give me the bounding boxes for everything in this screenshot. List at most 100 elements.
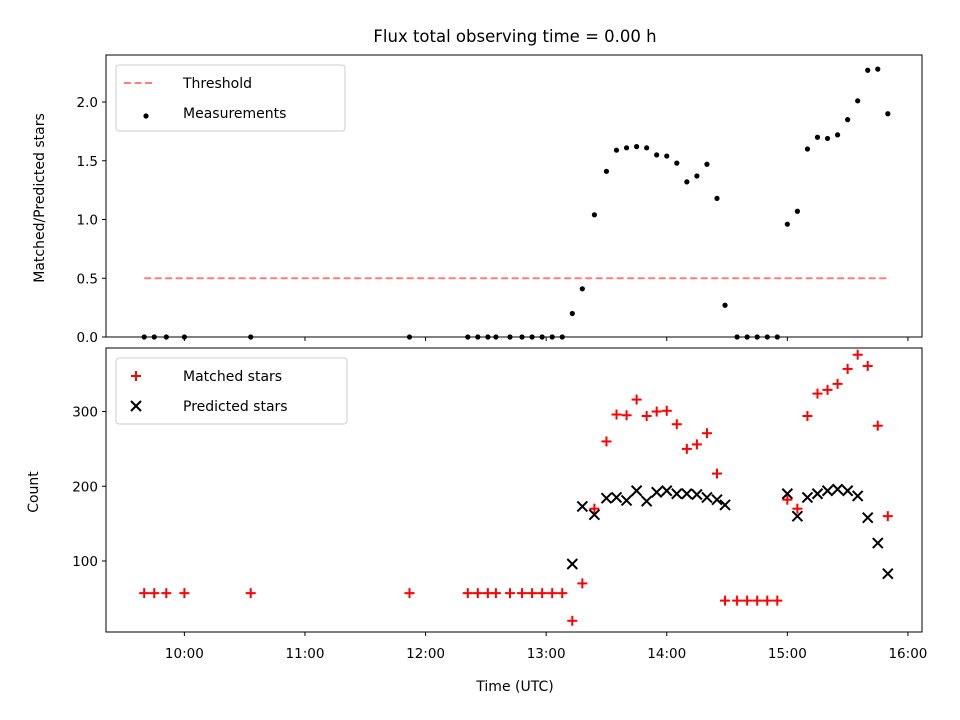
measurement-point	[623, 145, 630, 151]
measurement-point	[824, 135, 831, 142]
predicted-point	[630, 485, 643, 497]
chart-title: Flux total observing time = 0.00 h	[373, 27, 656, 46]
matched-point	[882, 511, 893, 522]
top-panel: Flux total observing time = 0.00 h 0.0 0.…	[32, 27, 923, 346]
matched-point	[490, 588, 501, 599]
matched-point	[527, 588, 538, 599]
matched-point	[504, 588, 515, 599]
matched-point	[832, 378, 843, 389]
matched-point	[621, 410, 632, 421]
predicted-point	[640, 495, 653, 507]
matched-point	[139, 588, 150, 599]
measurement-point	[569, 310, 575, 317]
legend-predicted-swatch	[130, 400, 142, 412]
predicted-point	[620, 494, 633, 507]
predicted-point	[841, 485, 854, 497]
y-tick-label: 300	[72, 405, 98, 421]
legend-label: Matched stars	[183, 369, 282, 385]
matched-point	[701, 428, 712, 439]
matched-point	[681, 443, 692, 454]
measurement-point	[603, 168, 610, 174]
measurement-point	[579, 286, 585, 292]
x-axis-label: Time (UTC)	[475, 679, 553, 695]
legend-label: Measurements	[183, 106, 286, 122]
predicted-point	[821, 485, 834, 497]
measurement-point	[845, 117, 851, 123]
legend-measurement-swatch	[143, 113, 149, 119]
matched-point	[601, 436, 612, 447]
series-matched-stars	[139, 349, 893, 626]
predicted-point	[862, 511, 874, 524]
measurement-point	[714, 195, 720, 201]
x-tick-label: 10:00	[165, 646, 204, 662]
measurement-point	[664, 153, 670, 159]
measurement-point	[865, 67, 871, 73]
predicted-point	[661, 485, 673, 497]
predicted-point	[851, 490, 864, 502]
legend-box	[115, 64, 346, 132]
matched-point	[792, 503, 803, 514]
y-tick-label: 200	[72, 479, 98, 495]
matched-point	[589, 503, 600, 514]
predicted-point	[681, 488, 693, 500]
matched-point	[711, 468, 722, 479]
matched-point	[547, 588, 558, 599]
matched-point	[517, 588, 528, 599]
x-tick-label: 14:00	[647, 646, 686, 662]
matched-point	[611, 409, 622, 420]
matched-point	[641, 411, 652, 422]
matched-point	[732, 595, 743, 606]
predicted-point	[576, 500, 589, 513]
measurement-point	[834, 132, 841, 138]
matched-point	[872, 420, 883, 431]
measurement-point	[814, 134, 821, 140]
matched-point	[842, 363, 853, 374]
y-tick-label: 0.0	[77, 330, 98, 346]
x-tick-label: 11:00	[286, 646, 325, 662]
series-predicted-stars	[566, 483, 894, 580]
bottom-panel: 100 200 300 10:00 11:00 12:00 13:00 14:00 15:00 1…	[26, 347, 927, 695]
legend-box	[115, 357, 348, 425]
x-tick-label: 16:00	[888, 646, 927, 662]
measurement-point	[875, 66, 881, 72]
measurement-point	[634, 144, 640, 150]
matched-point	[179, 588, 190, 599]
predicted-point	[650, 486, 663, 498]
matched-point	[567, 615, 578, 626]
legend-label: Threshold	[182, 76, 252, 92]
predicted-point	[781, 488, 794, 500]
bottom-y-axis-label: Count	[26, 471, 42, 513]
matched-point	[822, 384, 833, 395]
matched-point	[245, 588, 256, 599]
top-plot-area: 0.0 0.5 1.0 1.5 2.0 Threshold Measurements	[77, 54, 923, 346]
matched-point	[462, 588, 473, 599]
y-tick-label: 100	[72, 554, 98, 570]
measurement-point	[804, 146, 811, 152]
measurement-point	[674, 160, 680, 166]
predicted-point	[691, 488, 703, 501]
measurement-point	[885, 111, 891, 117]
matched-point	[812, 388, 823, 399]
matched-point	[802, 411, 813, 422]
predicted-point	[671, 488, 683, 500]
measurement-point	[855, 98, 861, 104]
predicted-point	[701, 491, 713, 504]
matched-point	[577, 578, 588, 589]
measurement-point	[694, 173, 700, 179]
y-tick-label: 1.5	[77, 154, 98, 170]
predicted-point	[610, 491, 623, 504]
measurement-point	[654, 152, 660, 158]
predicted-point	[600, 492, 613, 504]
predicted-point	[801, 491, 814, 504]
measurement-point	[704, 161, 710, 167]
matched-point	[772, 595, 783, 606]
matched-point	[537, 588, 548, 599]
y-tick-label: 0.5	[77, 271, 98, 287]
predicted-point	[882, 567, 894, 580]
predicted-point	[811, 488, 824, 500]
measurement-point	[684, 179, 690, 185]
matched-point	[691, 439, 702, 450]
top-y-axis-label: Matched/Predicted stars	[32, 113, 48, 283]
matched-point	[557, 588, 568, 599]
predicted-point	[872, 537, 884, 549]
